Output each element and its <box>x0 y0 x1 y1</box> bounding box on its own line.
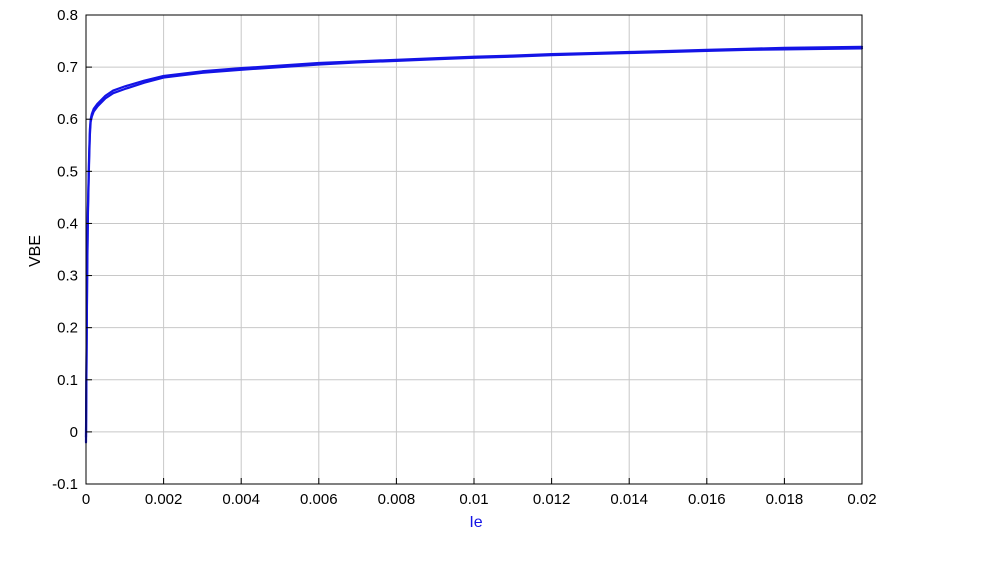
x-tick-label-0: 0 <box>82 491 90 508</box>
y-tick-label-6: 0.5 <box>57 163 78 180</box>
x-axis-title: Ie <box>469 514 482 531</box>
series-layer <box>84 45 864 444</box>
y-tick-label-2: 0.1 <box>57 372 78 389</box>
y-tick-label-8: 0.7 <box>57 59 78 76</box>
y-tick-label-4: 0.3 <box>57 268 78 285</box>
x-tick-label-7: 0.014 <box>610 491 648 508</box>
x-tick-label-1: 0.002 <box>145 491 183 508</box>
y-tick-label-1: 0 <box>70 424 78 441</box>
x-tick-label-4: 0.008 <box>378 491 416 508</box>
tick-layer: 0 0.002 0.004 0.006 0.008 0.01 0.012 0.014 0.016… <box>52 7 876 508</box>
x-tick-label-6: 0.012 <box>533 491 571 508</box>
y-axis-title: VBE <box>27 235 44 267</box>
y-tick-label-3: 0.2 <box>57 320 78 337</box>
x-tick-label-8: 0.016 <box>688 491 726 508</box>
y-tick-label-5: 0.4 <box>57 215 78 232</box>
x-tick-label-5: 0.01 <box>459 491 488 508</box>
x-tick-label-10: 0.02 <box>847 491 876 508</box>
y-tick-label-9: 0.8 <box>57 7 78 24</box>
y-tick-label-7: 0.6 <box>57 111 78 128</box>
y-tick-label-0: -0.1 <box>52 476 78 493</box>
x-tick-label-9: 0.018 <box>766 491 804 508</box>
x-tick-label-2: 0.004 <box>222 491 260 508</box>
grid-layer <box>85 14 863 485</box>
series-line-1 <box>84 45 864 439</box>
x-tick-label-3: 0.006 <box>300 491 338 508</box>
